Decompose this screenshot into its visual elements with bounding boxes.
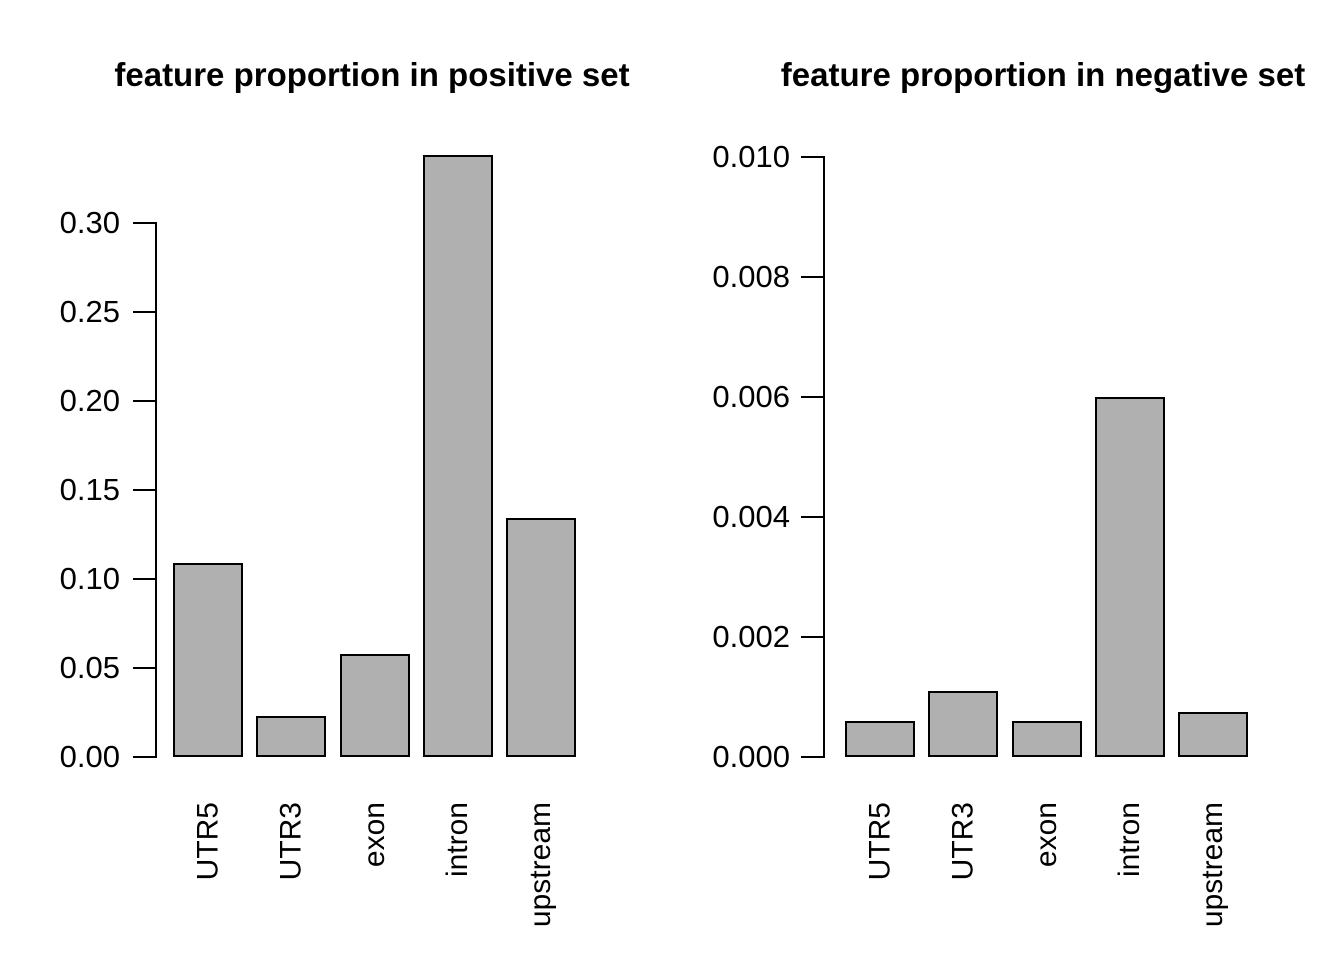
x-category-label: upstream [524, 802, 557, 928]
y-tick-label: 0.20 [59, 383, 120, 418]
y-axis-tick [801, 756, 823, 758]
y-axis-tick [133, 311, 155, 313]
y-tick-label: 0.010 [712, 139, 790, 174]
y-axis-tick [801, 396, 823, 398]
x-category-label: UTR3 [946, 802, 979, 881]
bar-upstream [1178, 712, 1248, 757]
y-tick-label: 0.30 [59, 205, 120, 240]
y-tick-label: 0.10 [59, 561, 120, 596]
y-tick-label: 0.00 [59, 739, 120, 774]
y-tick-label: 0.05 [59, 650, 120, 685]
y-tick-label: 0.25 [59, 294, 120, 329]
y-axis-tick [801, 276, 823, 278]
y-axis-tick [133, 489, 155, 491]
bar-utr3 [256, 716, 326, 757]
x-category-label: upstream [1196, 802, 1229, 928]
y-axis-tick [133, 222, 155, 224]
bar-intron [1095, 397, 1165, 757]
y-axis-tick [801, 516, 823, 518]
bar-utr5 [845, 721, 915, 757]
y-axis-tick [133, 756, 155, 758]
x-category-label: exon [1030, 802, 1063, 868]
y-tick-label: 0.002 [712, 619, 790, 654]
x-category-label: exon [358, 802, 391, 868]
x-category-label: UTR5 [863, 802, 896, 881]
chart-title-positive: feature proportion in positive set [114, 56, 630, 93]
x-category-label: UTR3 [274, 802, 307, 881]
y-tick-label: 0.006 [712, 379, 790, 414]
x-category-label: intron [1113, 802, 1146, 878]
y-tick-label: 0.000 [712, 739, 790, 774]
y-axis-tick [133, 400, 155, 402]
bar-utr5 [173, 563, 243, 757]
chart-title-negative: feature proportion in negative set [780, 56, 1306, 93]
bar-intron [423, 155, 493, 757]
y-axis-line [155, 222, 157, 758]
x-category-label: intron [441, 802, 474, 878]
bar-utr3 [928, 691, 998, 757]
y-tick-label: 0.004 [712, 499, 790, 534]
y-axis-tick [133, 667, 155, 669]
y-axis-line [823, 156, 825, 758]
x-category-label: UTR5 [191, 802, 224, 881]
y-tick-label: 0.008 [712, 259, 790, 294]
bar-exon [340, 654, 410, 757]
y-axis-tick [801, 156, 823, 158]
bar-upstream [506, 518, 576, 757]
bar-exon [1012, 721, 1082, 757]
y-tick-label: 0.15 [59, 472, 120, 507]
y-axis-tick [133, 578, 155, 580]
y-axis-tick [801, 636, 823, 638]
